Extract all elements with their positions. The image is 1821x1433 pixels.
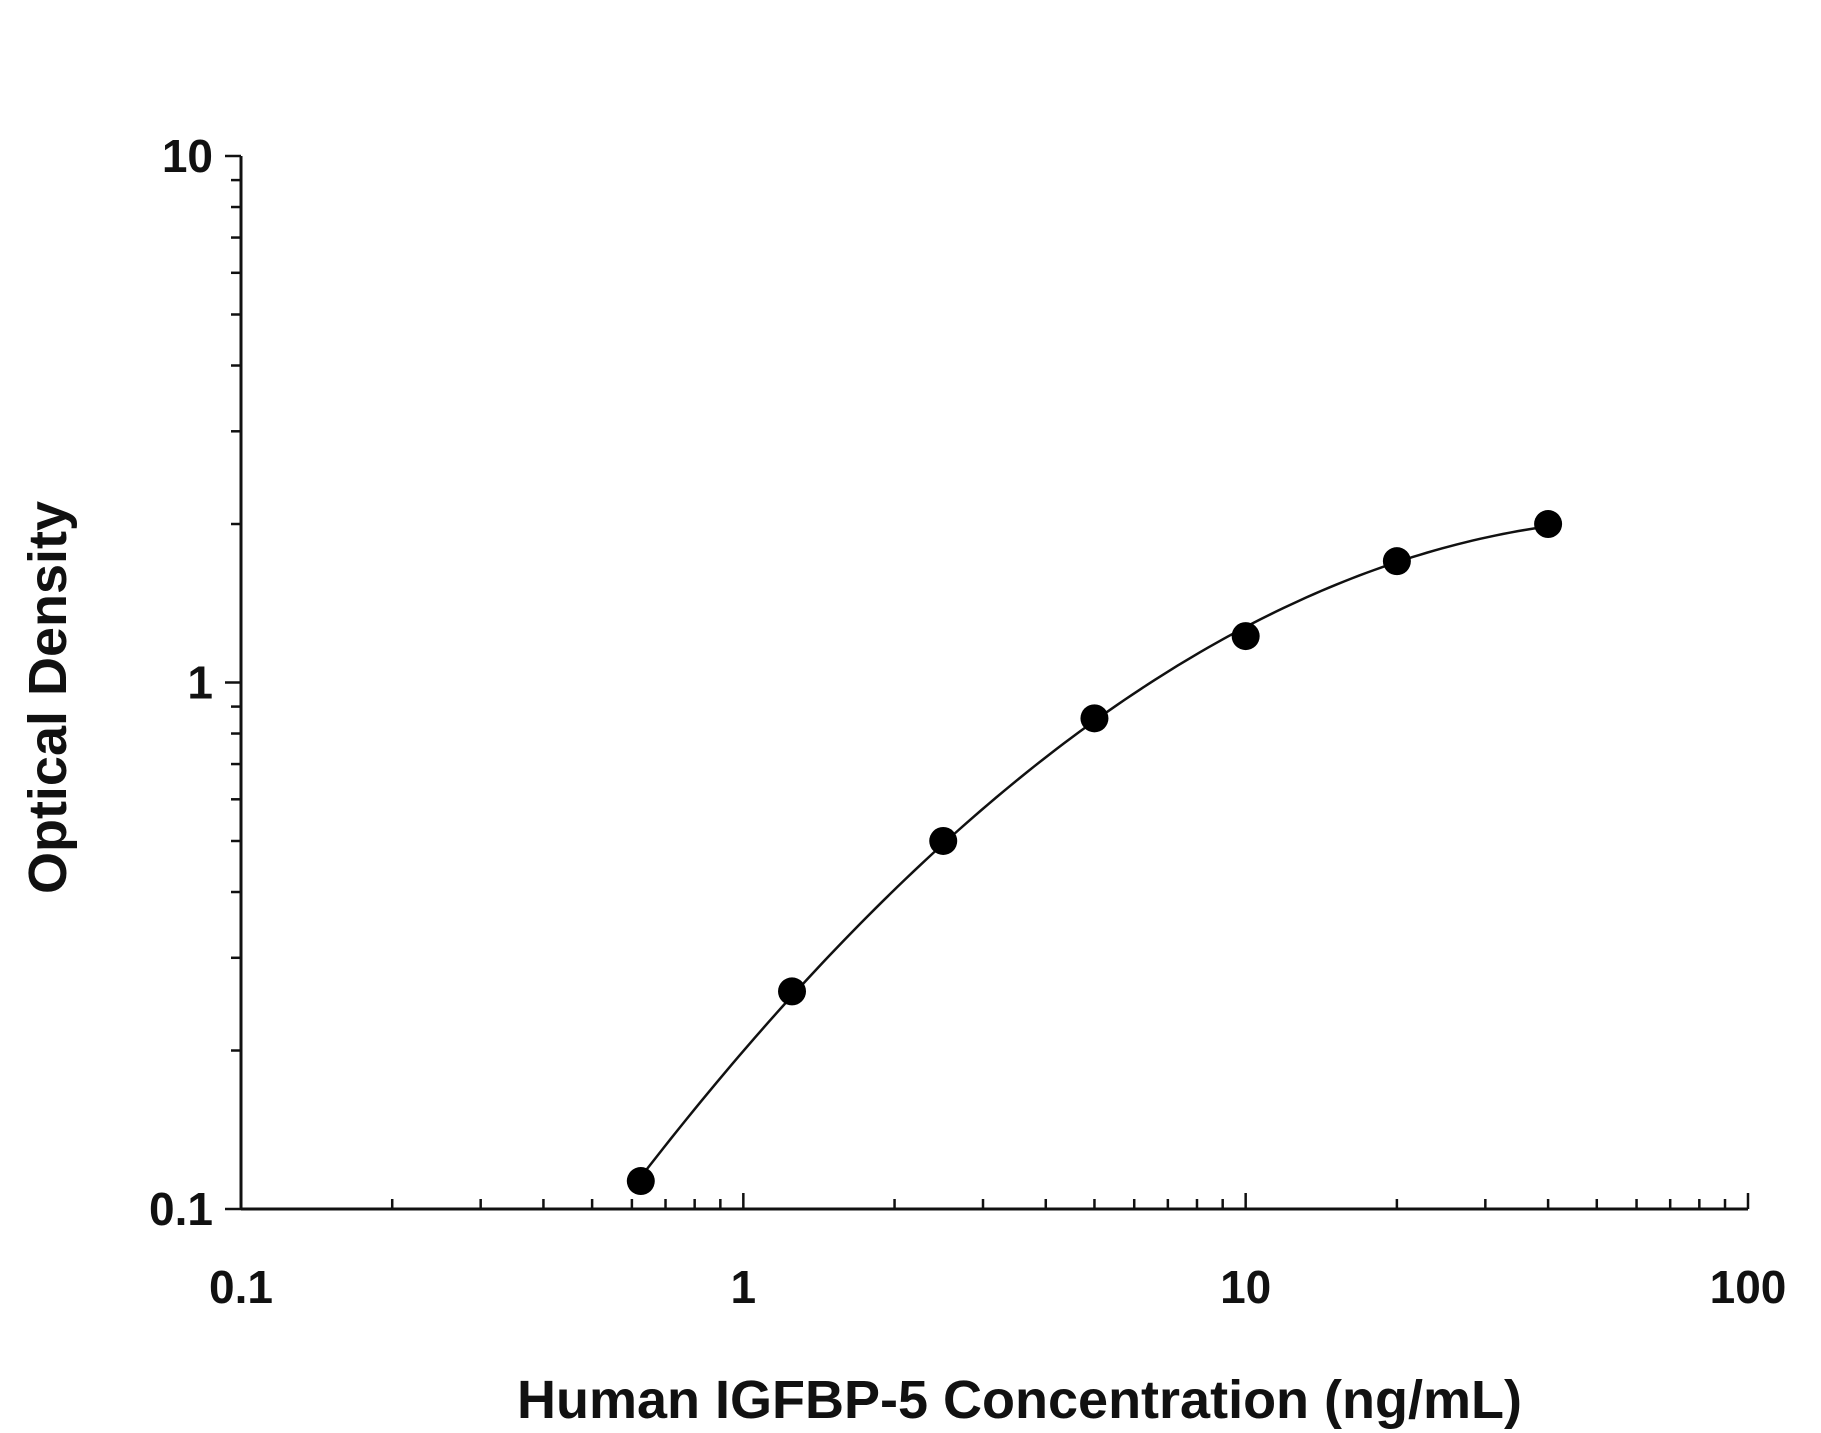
data-point bbox=[1231, 622, 1260, 651]
data-points bbox=[626, 510, 1563, 1196]
data-point bbox=[626, 1167, 655, 1196]
y-tick-label: 10 bbox=[162, 130, 213, 182]
x-tick-label: 1 bbox=[731, 1261, 757, 1313]
x-tick-label: 10 bbox=[1220, 1261, 1271, 1313]
fit-curve bbox=[639, 525, 1549, 1178]
x-tick-label: 0.1 bbox=[209, 1261, 273, 1313]
x-axis-title: Human IGFBP-5 Concentration (ng/mL) bbox=[517, 1370, 1522, 1430]
y-tick-label: 1 bbox=[187, 657, 213, 709]
data-point bbox=[1080, 704, 1109, 733]
x-tick-label: 100 bbox=[1710, 1261, 1787, 1313]
data-point bbox=[929, 826, 958, 855]
x-axis-ticks bbox=[239, 1193, 1750, 1209]
data-point bbox=[1534, 510, 1563, 539]
y-axis-ticks bbox=[225, 154, 241, 1211]
data-point bbox=[1382, 547, 1411, 576]
y-tick-label: 0.1 bbox=[149, 1183, 213, 1235]
y-axis-title: Optical Density bbox=[18, 501, 78, 894]
x-axis-tick-labels: 0.1 1 10 100 bbox=[209, 1261, 1786, 1313]
data-point bbox=[778, 977, 807, 1006]
y-axis-tick-labels: 0.1 1 10 bbox=[149, 130, 213, 1235]
